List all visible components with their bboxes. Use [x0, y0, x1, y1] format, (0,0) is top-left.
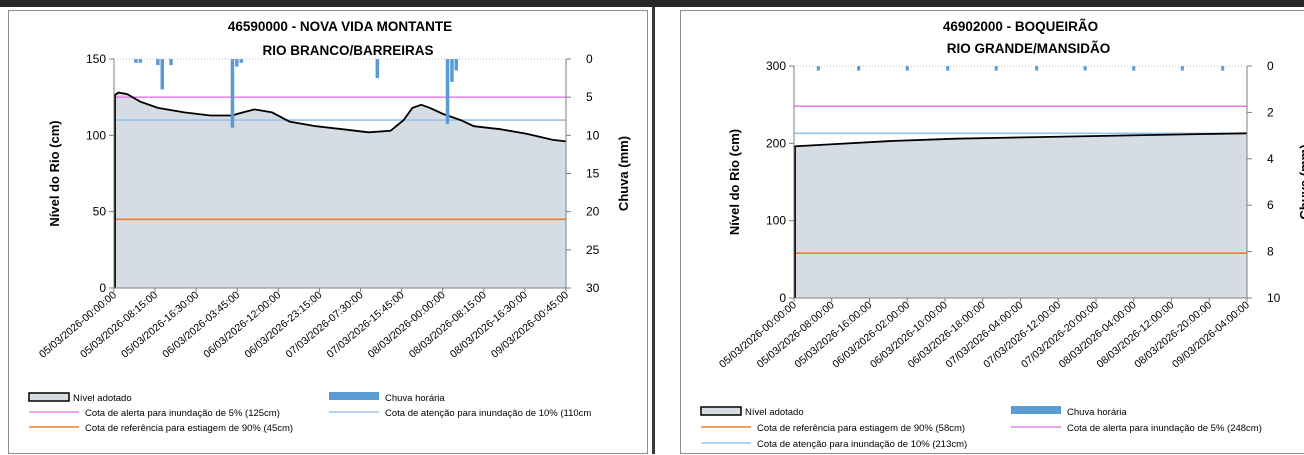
legend-swatch-bar — [1011, 406, 1061, 414]
x-tick-label: 07/03/2026-15:45:00 — [325, 289, 407, 361]
rain-bar — [156, 59, 160, 66]
x-tick-label: 09/03/2026-00:45:00 — [489, 289, 571, 361]
rain-bar — [1180, 66, 1184, 71]
y2-tick-label: 4 — [1267, 152, 1274, 166]
legend-label: Nível adotado — [745, 407, 804, 418]
y2-tick-label: 2 — [1267, 105, 1274, 119]
x-tick-label: 06/03/2026-12:00:00 — [201, 289, 283, 361]
chart-title: 46902000 - BOQUEIRÃO — [943, 19, 1098, 34]
level-area — [114, 92, 566, 288]
legend-swatch-area — [28, 392, 70, 402]
legend-item: Cota de atenção para inundação de 10% (2… — [701, 439, 967, 450]
y2-axis-label: Chuva (mm) — [1297, 144, 1304, 219]
rain-bar — [445, 59, 450, 124]
y2-tick-label: 0 — [1267, 59, 1274, 73]
y2-tick-label: 15 — [586, 167, 600, 181]
y2-tick-label: 0 — [586, 52, 593, 66]
rain-bar — [230, 59, 235, 128]
y-tick-label: 300 — [766, 59, 786, 73]
level-area — [794, 133, 1247, 298]
y2-tick-label: 20 — [586, 205, 600, 219]
x-tick-label: 05/03/2026-00:00:00 — [37, 289, 119, 361]
legend-label: Cota de atenção para inundação de 10% (2… — [757, 439, 967, 450]
legend-item: Nível adotado — [700, 406, 804, 418]
rain-bar — [994, 66, 998, 71]
legend-label: Chuva horária — [1067, 407, 1127, 418]
x-tick-label: 08/03/2026-00:00:00 — [366, 289, 448, 361]
rain-bar — [1221, 66, 1225, 71]
level-line — [793, 132, 1248, 148]
chart-panel-nova-vida: 46590000 - NOVA VIDA MONTANTE RIO BRANCO/… — [8, 10, 648, 454]
rain-bar — [1132, 66, 1136, 71]
y2-tick-label: 10 — [586, 128, 600, 142]
y2-tick-label: 10 — [1267, 291, 1281, 305]
rain-bar — [1083, 66, 1087, 71]
legend-item: Chuva horária — [329, 392, 445, 404]
rain-bar — [946, 66, 950, 71]
chart-subtitle: RIO GRANDE/MANSIDÃO — [947, 41, 1111, 56]
chart-subtitle: RIO BRANCO/BARREIRAS — [262, 43, 433, 58]
rain-bar — [1035, 66, 1039, 71]
y-axis-label: Nível do Rio (cm) — [47, 120, 62, 226]
legend-item: Cota de alerta para inundação de 5% (248… — [1011, 423, 1262, 434]
x-tick-label: 08/03/2026-16:30:00 — [448, 289, 530, 361]
x-tick-label: 05/03/2026-16:30:00 — [119, 289, 201, 361]
window-top-bar — [0, 0, 1304, 7]
chart-boqueirao: 46902000 - BOQUEIRÃO RIO GRANDE/MANSIDÃO 0… — [700, 19, 1304, 450]
y2-tick-label: 30 — [586, 281, 600, 295]
y-tick-label: 100 — [86, 128, 106, 142]
y-tick-label: 150 — [86, 52, 106, 66]
y-tick-label: 0 — [779, 291, 786, 305]
rain-bar — [235, 59, 239, 67]
legend-label: Cota de atenção para inundação de 10% (1… — [385, 408, 591, 419]
legend-item: Cota de referência para estiagem de 90% … — [29, 423, 293, 434]
x-tick-label: 05/03/2026-08:15:00 — [78, 289, 160, 361]
level-line — [113, 91, 567, 143]
rain-bar — [134, 59, 138, 63]
legend-label: Chuva horária — [385, 393, 445, 404]
y-tick-label: 0 — [99, 281, 106, 295]
rain-bar — [816, 66, 820, 71]
chart-nova-vida: 46590000 - NOVA VIDA MONTANTE RIO BRANCO/… — [28, 19, 631, 434]
rain-bar — [454, 59, 458, 71]
legend-item: Chuva horária — [1011, 406, 1127, 418]
chart-title: 46590000 - NOVA VIDA MONTANTE — [228, 19, 452, 34]
legend-label: Cota de referência para estiagem de 90% … — [85, 423, 293, 434]
legend-label: Cota de alerta para inundação de 5% (125… — [85, 408, 280, 419]
y2-tick-label: 6 — [1267, 198, 1274, 212]
legend-swatch-bar — [329, 392, 379, 400]
legend-item: Cota de alerta para inundação de 5% (125… — [29, 408, 280, 419]
y-tick-label: 50 — [93, 205, 107, 219]
y-tick-label: 200 — [766, 136, 786, 150]
rain-bar — [905, 66, 909, 71]
y2-axis-label: Chuva (mm) — [616, 136, 631, 211]
rain-bar — [169, 59, 173, 66]
legend-item: Cota de referência para estiagem de 90% … — [701, 423, 965, 434]
y-tick-label: 100 — [766, 214, 786, 228]
rain-bar — [160, 59, 164, 90]
y2-tick-label: 5 — [586, 90, 593, 104]
legend-label: Cota de referência para estiagem de 90% … — [757, 423, 965, 434]
y2-tick-label: 8 — [1267, 245, 1274, 259]
chart-panel-boqueirao: 46902000 - BOQUEIRÃO RIO GRANDE/MANSIDÃO 0… — [680, 10, 1304, 454]
x-tick-label: 07/03/2026-07:30:00 — [284, 289, 366, 361]
legend-item: Nível adotado — [28, 392, 132, 404]
y2-tick-label: 25 — [586, 243, 600, 257]
x-tick-label: 08/03/2026-08:15:00 — [407, 289, 489, 361]
x-tick-label: 06/03/2026-03:45:00 — [160, 289, 242, 361]
x-tick-label: 06/03/2026-23:15:00 — [242, 289, 324, 361]
legend-item: Cota de atenção para inundação de 10% (1… — [329, 408, 591, 419]
legend-swatch-area — [700, 406, 742, 416]
rain-bar — [857, 66, 861, 71]
legend-label: Nível adotado — [73, 393, 132, 404]
rain-bar — [138, 59, 143, 63]
rain-bar — [375, 59, 380, 79]
y-axis-label: Nível do Rio (cm) — [727, 129, 742, 235]
panel-divider — [652, 7, 655, 454]
rain-bar — [239, 59, 243, 63]
rain-bar — [450, 59, 454, 82]
legend-label: Cota de alerta para inundação de 5% (248… — [1067, 423, 1262, 434]
